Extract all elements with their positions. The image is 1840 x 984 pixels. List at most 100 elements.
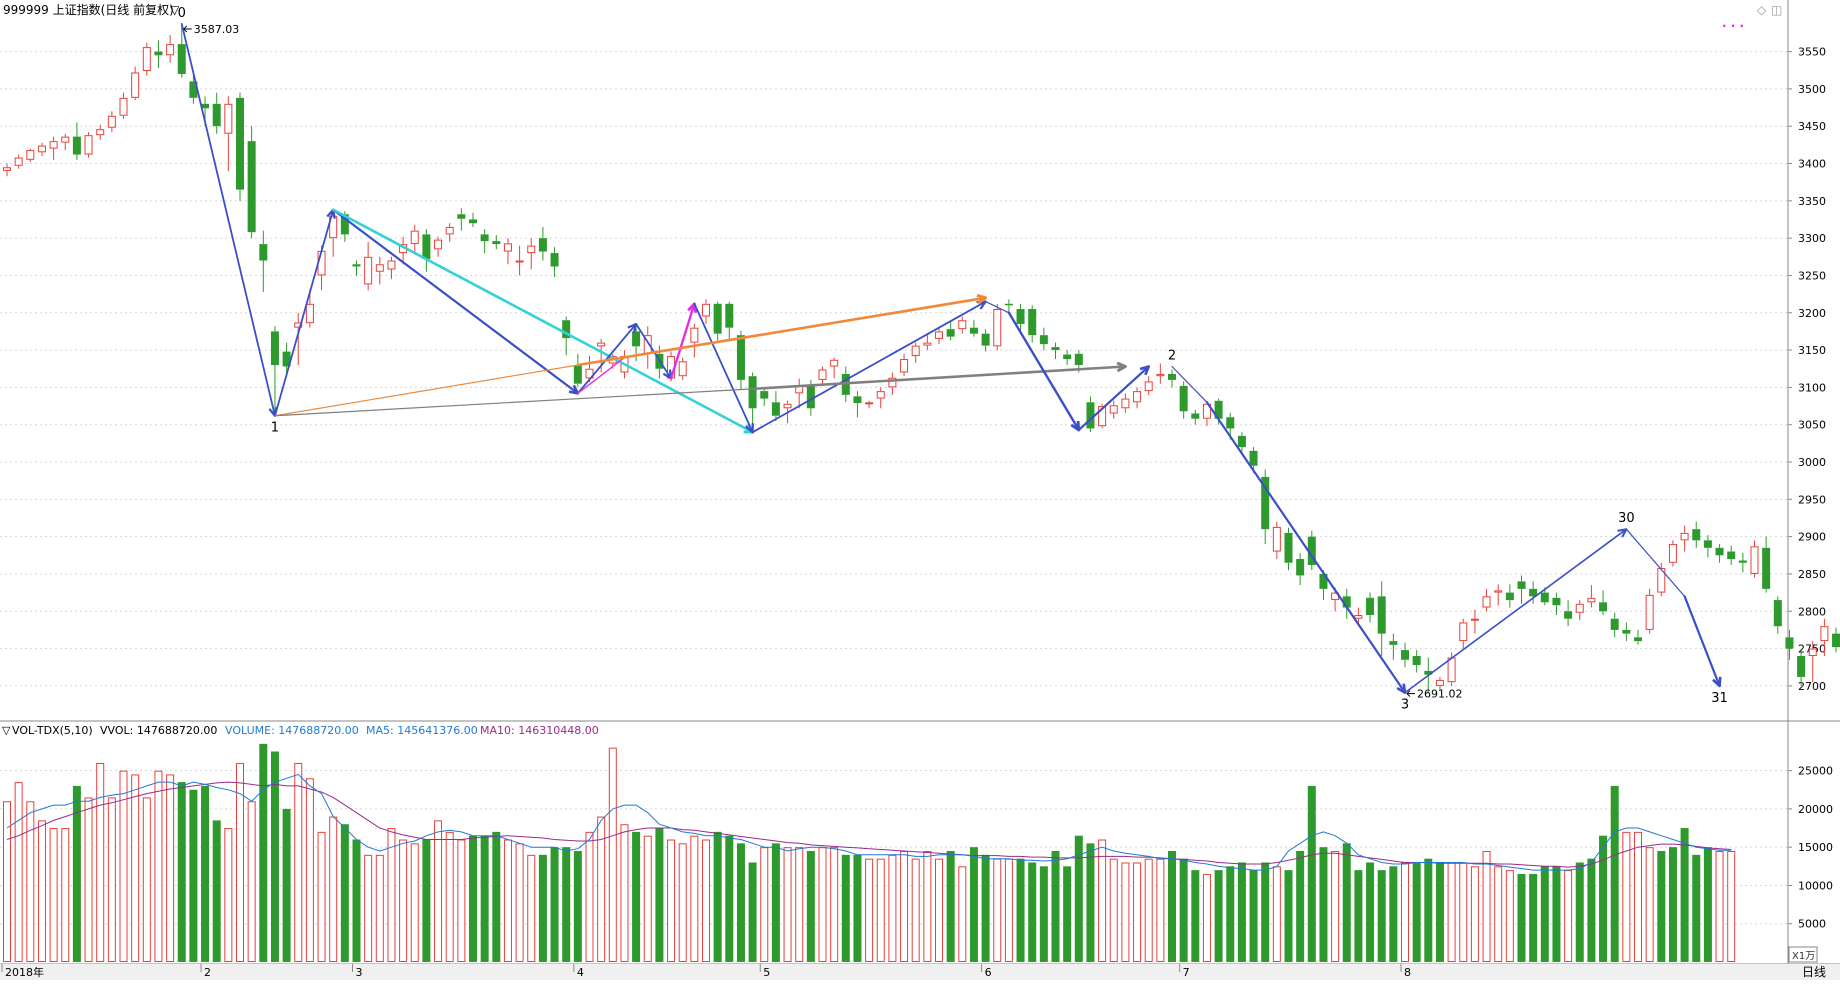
volume-bar-up[interactable] [877, 859, 884, 961]
candle-up[interactable] [1436, 680, 1443, 685]
volume-bar-up[interactable] [1157, 859, 1164, 961]
candle-down[interactable] [154, 52, 162, 56]
candle-down[interactable] [1797, 656, 1805, 677]
volume-bar-up[interactable] [1448, 863, 1455, 962]
candle-up[interactable] [411, 231, 418, 243]
candle-up[interactable] [4, 168, 11, 171]
candle-up[interactable] [85, 136, 92, 154]
candle-up[interactable] [1355, 615, 1362, 618]
volume-bar-down[interactable] [1378, 870, 1386, 962]
candle-up[interactable] [143, 48, 150, 71]
volume-bar-down[interactable] [1692, 855, 1700, 962]
candle-down[interactable] [1727, 552, 1735, 559]
candle-up[interactable] [108, 116, 115, 127]
volume-bar-down[interactable] [574, 851, 582, 962]
candle-up[interactable] [598, 343, 605, 346]
volume-bar-up[interactable] [959, 867, 966, 962]
candle-up[interactable] [50, 142, 57, 148]
volume-bar-down[interactable] [1063, 866, 1071, 962]
volume-bar-up[interactable] [167, 775, 174, 962]
volume-bar-down[interactable] [271, 751, 279, 962]
volume-bar-down[interactable] [201, 786, 209, 962]
volume-bar-down[interactable] [1180, 859, 1188, 962]
volume-bar-up[interactable] [318, 832, 325, 961]
volume-bar-down[interactable] [481, 836, 489, 962]
candle-down[interactable] [1413, 656, 1421, 665]
volume-bar-up[interactable] [411, 844, 418, 962]
candle-up[interactable] [365, 257, 372, 284]
volume-bar-down[interactable] [1681, 828, 1689, 962]
volume-bar-down[interactable] [1052, 851, 1060, 962]
volume-bar-up[interactable] [1332, 852, 1339, 962]
candle-down[interactable] [737, 335, 745, 380]
candle-up[interactable] [901, 360, 908, 372]
volume-bar-down[interactable] [772, 843, 780, 962]
candle-up[interactable] [318, 251, 325, 275]
candle-down[interactable] [853, 396, 861, 403]
candle-up[interactable] [1751, 547, 1758, 574]
volume-bar-down[interactable] [551, 847, 559, 962]
candle-down[interactable] [1401, 650, 1409, 660]
volume-bar-up[interactable] [1005, 859, 1012, 961]
candle-down[interactable] [1378, 596, 1386, 633]
candle-down[interactable] [772, 402, 780, 415]
candle-down[interactable] [1063, 355, 1071, 359]
volume-bar-down[interactable] [1552, 866, 1560, 962]
volume-bar-up[interactable] [819, 848, 826, 962]
volume-bar-down[interactable] [1366, 862, 1374, 962]
volume-bar-down[interactable] [492, 832, 500, 962]
volume-bar-down[interactable] [1319, 847, 1327, 962]
volume-bar-up[interactable] [831, 848, 838, 962]
volume-bar-down[interactable] [539, 855, 547, 962]
candle-down[interactable] [1634, 637, 1642, 641]
candle-down[interactable] [1599, 602, 1607, 611]
volume-bar-up[interactable] [108, 798, 115, 962]
candle-down[interactable] [457, 214, 465, 218]
candle-up[interactable] [1681, 533, 1688, 539]
candle-down[interactable] [481, 234, 489, 241]
candle-down[interactable] [1564, 611, 1572, 618]
volume-bar-up[interactable] [586, 832, 593, 961]
candle-down[interactable] [749, 376, 757, 408]
volume-bar-down[interactable] [632, 832, 640, 962]
volume-bar-up[interactable] [1483, 852, 1490, 962]
volume-bar-down[interactable] [749, 862, 757, 962]
volume-bar-up[interactable] [306, 779, 313, 962]
volume-bar-up[interactable] [901, 852, 908, 962]
candle-down[interactable] [1180, 386, 1188, 411]
volume-bar-down[interactable] [947, 851, 955, 962]
candle-up[interactable] [703, 304, 710, 316]
candle-up[interactable] [877, 392, 884, 398]
candle-down[interactable] [1040, 335, 1048, 344]
candle-up[interactable] [1134, 392, 1141, 402]
candle-down[interactable] [1716, 548, 1724, 555]
candle-up[interactable] [831, 360, 838, 366]
volume-bar-up[interactable] [1402, 863, 1409, 962]
candle-up[interactable] [27, 151, 34, 160]
candle-up[interactable] [120, 98, 127, 115]
candle-up[interactable] [376, 265, 383, 271]
candle-up[interactable] [959, 321, 966, 329]
volume-bar-up[interactable] [97, 763, 104, 961]
volume-bar-up[interactable] [691, 836, 698, 961]
volume-bar-down[interactable] [842, 855, 850, 962]
candle-up[interactable] [516, 261, 523, 262]
volume-bar-down[interactable] [213, 820, 221, 962]
volume-bar-down[interactable] [1191, 870, 1199, 962]
volume-bar-up[interactable] [132, 775, 139, 962]
candle-down[interactable] [1541, 593, 1549, 603]
candle-down[interactable] [632, 331, 640, 346]
candle-down[interactable] [73, 137, 81, 155]
volume-bar-down[interactable] [178, 782, 186, 962]
volume-bar-down[interactable] [737, 843, 745, 962]
volume-bar-down[interactable] [1285, 870, 1293, 962]
candle-down[interactable] [1075, 354, 1083, 365]
volume-bar-down[interactable] [422, 840, 430, 962]
volume-bar-down[interactable] [1354, 870, 1362, 962]
volume-bar-up[interactable] [225, 829, 232, 962]
volume-bar-up[interactable] [1728, 852, 1735, 962]
candle-down[interactable] [1762, 548, 1770, 589]
candle-down[interactable] [492, 241, 500, 244]
volume-bar-down[interactable] [1587, 859, 1595, 962]
volume-bar-down[interactable] [1296, 851, 1304, 962]
